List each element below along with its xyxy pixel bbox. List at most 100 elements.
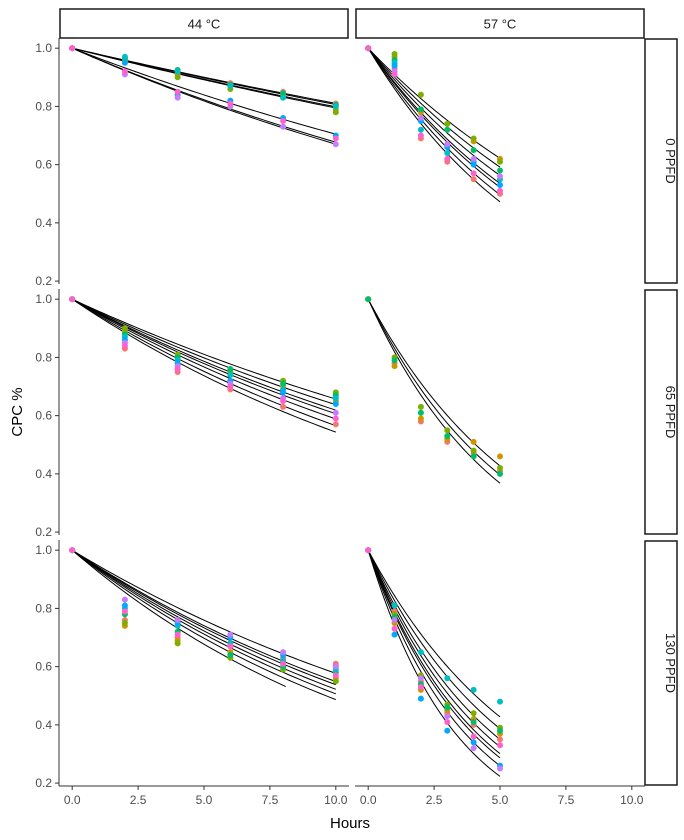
fit-curve (367, 47, 501, 159)
data-point (332, 421, 339, 428)
data-point (470, 739, 477, 746)
x-axis-title: Hours (330, 815, 370, 832)
data-point (174, 74, 181, 81)
data-point (497, 167, 503, 174)
data-point (497, 698, 503, 705)
data-point (332, 109, 339, 116)
data-point (444, 427, 451, 434)
column-strip-label: 44 °C (188, 17, 221, 32)
data-point (417, 415, 424, 422)
data-point (280, 398, 287, 405)
data-point (174, 617, 181, 624)
fit-curve (367, 47, 501, 168)
fit-curve (367, 298, 501, 467)
y-tick-label: 0.4 (35, 216, 52, 230)
fit-curve (367, 550, 501, 755)
row-strip (644, 540, 678, 786)
data-point (391, 625, 398, 632)
row-strip-label: 130 PPFD (663, 633, 678, 693)
data-point (121, 68, 128, 75)
x-tick-label: 0.0 (64, 793, 81, 807)
data-point (391, 357, 398, 364)
data-point (280, 117, 287, 124)
data-point (417, 91, 424, 98)
fit-curve (71, 549, 336, 686)
data-point (391, 363, 398, 370)
y-tick-label: 0.8 (35, 350, 52, 364)
data-point (497, 742, 503, 749)
data-point (470, 710, 477, 717)
row-strip (644, 289, 678, 535)
data-point (121, 342, 128, 349)
fit-curve (71, 298, 336, 411)
x-tick-label: 5.0 (196, 793, 213, 807)
data-point (280, 649, 287, 656)
fit-curve (367, 47, 501, 188)
fit-curve (367, 298, 501, 484)
data-point (280, 403, 287, 410)
fit-curve (71, 298, 336, 433)
fit-curve (367, 550, 501, 748)
data-point (174, 631, 181, 638)
data-point (280, 123, 287, 130)
data-point (417, 684, 424, 691)
y-axis-title: CPC % (9, 387, 26, 436)
data-point (470, 686, 477, 693)
x-tick-label: 2.5 (130, 793, 147, 807)
data-point (121, 596, 128, 603)
data-point (417, 695, 424, 702)
data-point (332, 103, 339, 110)
data-point (227, 366, 234, 373)
data-point (391, 631, 398, 638)
data-point (417, 132, 424, 139)
data-point (444, 727, 451, 734)
data-point (497, 182, 503, 189)
x-tick-label: 7.5 (262, 793, 279, 807)
fit-curve (367, 550, 501, 777)
data-point (444, 675, 451, 682)
data-point (69, 547, 76, 554)
data-point (332, 409, 339, 416)
data-point (470, 718, 477, 725)
data-point (391, 617, 398, 624)
fit-curve (367, 47, 501, 203)
fit-curve (71, 549, 336, 674)
fit-curve (71, 47, 336, 145)
column-strip-label: 57 °C (484, 17, 517, 32)
data-point (227, 383, 234, 390)
y-tick-label: 0.2 (35, 776, 52, 790)
data-point (174, 640, 181, 647)
data-point (332, 678, 339, 685)
y-tick-label: 0.6 (35, 660, 52, 674)
data-point (497, 727, 503, 734)
y-tick-label: 1.0 (35, 41, 52, 55)
data-point (497, 453, 503, 460)
fit-curve (71, 298, 336, 400)
data-point (227, 651, 234, 658)
fit-curve (367, 298, 501, 476)
data-point (227, 643, 234, 650)
data-point (121, 602, 128, 609)
fit-curve (367, 549, 501, 740)
data-point (227, 83, 234, 90)
data-point (365, 45, 372, 52)
data-point (391, 62, 398, 69)
fit-curve (72, 47, 336, 109)
data-point (365, 547, 372, 554)
x-tick-label: 7.5 (558, 793, 575, 807)
fit-curve (71, 298, 336, 415)
y-tick-label: 0.6 (35, 158, 52, 172)
data-point (280, 389, 287, 396)
fit-curve (71, 298, 336, 420)
data-point (174, 88, 181, 95)
data-point (470, 135, 477, 142)
data-point (444, 149, 451, 156)
data-point (121, 608, 128, 615)
fit-curve (367, 47, 501, 184)
data-point (332, 672, 339, 679)
y-tick-label: 0.4 (35, 467, 52, 481)
data-point (497, 187, 503, 194)
row-strip-label: 65 PPFD (663, 386, 678, 439)
data-point (121, 619, 128, 626)
data-point (227, 371, 234, 378)
